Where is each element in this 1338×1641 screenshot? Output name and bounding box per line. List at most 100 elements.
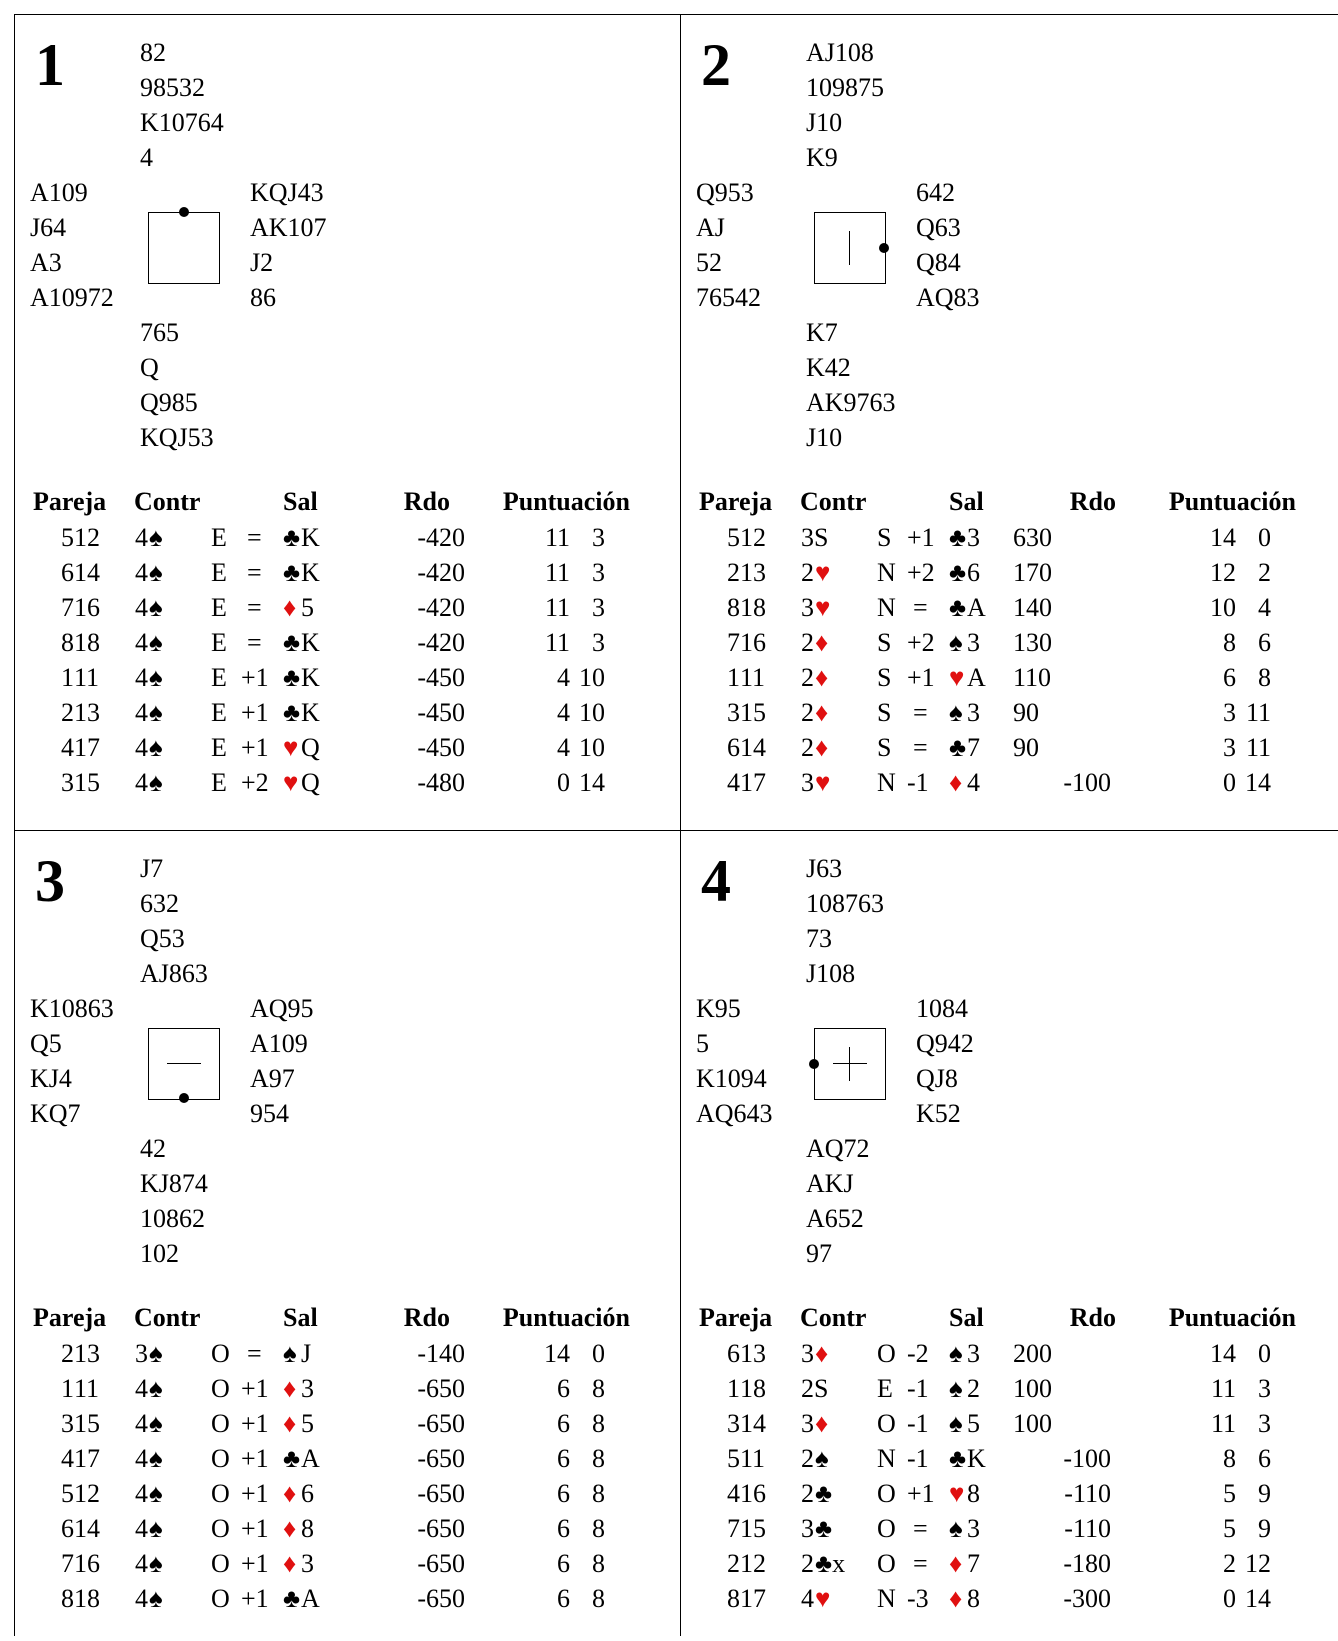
lead-suit: ♣ [949, 590, 966, 626]
north-hand: AJ108 109875 J10 K9 [806, 35, 946, 175]
score-points-1: 0 [557, 765, 570, 801]
suit-holding: K10863 [30, 991, 170, 1026]
table-row: 3 15 4 ♠ O +1 ♦ 5 -650 6 8 [15, 1406, 675, 1442]
contract-level: 4 [135, 590, 148, 626]
declarer: E [211, 590, 227, 626]
suit-holding: 4 [140, 140, 280, 175]
suit-holding: 86 [250, 280, 390, 315]
lead-card: 3 [967, 520, 980, 556]
contract-suit: ♦ [815, 1336, 828, 1372]
score-points-2: 10 [579, 695, 605, 731]
score-points-1: 0 [1223, 1581, 1236, 1617]
suit-holding: KQ7 [30, 1096, 170, 1131]
lead-card: A [967, 660, 986, 696]
declarer: N [877, 1441, 896, 1477]
table-row: 1 11 4 ♠ E +1 ♣ K -450 4 10 [15, 660, 675, 696]
header-sal: Sal [949, 484, 984, 520]
pair-number-1: 2 [61, 1336, 74, 1372]
suit-holding: AJ108 [806, 35, 946, 70]
contract-suit: ♠ [149, 730, 163, 766]
pair-number-2: 15 [74, 765, 100, 801]
lead-card: 4 [967, 765, 980, 801]
suit-holding: AKJ [806, 1166, 946, 1201]
suit-holding: QJ8 [916, 1061, 1056, 1096]
pair-number-2: 12 [740, 1546, 766, 1582]
table-row: 6 14 4 ♠ O +1 ♦ 8 -650 6 8 [15, 1511, 675, 1547]
pair-number-1: 3 [61, 1406, 74, 1442]
north-hand: 82 98532 K10764 4 [140, 35, 280, 175]
pair-number-1: 8 [727, 590, 740, 626]
lead-card: 3 [967, 1511, 980, 1547]
contract-level: 3 [801, 590, 814, 626]
suit-holding: 632 [140, 886, 280, 921]
score-points-2: 8 [592, 1511, 605, 1547]
board-3: 3 J7 632 Q53 AJ863 K10863 Q5 KJ4 KQ7 AQ95 A109 A97 9… [15, 831, 675, 1641]
score-result: -650 [417, 1371, 465, 1407]
pair-number-2: 11 [740, 660, 765, 696]
pair-number-2: 18 [740, 1371, 766, 1407]
suit-holding: 765 [140, 315, 280, 350]
header-puntuacion: Puntuación [503, 484, 630, 520]
declarer: O [877, 1476, 896, 1512]
pair-number-2: 18 [740, 590, 766, 626]
table-row: 8 18 4 ♠ E = ♣ K -420 11 3 [15, 625, 675, 661]
pair-number-1: 6 [727, 1336, 740, 1372]
suit-holding: 10862 [140, 1201, 280, 1236]
results-header: Pareja Contr Sal Rdo Puntuación [681, 484, 1338, 520]
contract-level: 2S [801, 1371, 828, 1407]
table-row: 4 17 4 ♠ O +1 ♣ A -650 6 8 [15, 1441, 675, 1477]
score-points-2: 0 [592, 1336, 605, 1372]
score-result: -420 [417, 520, 465, 556]
declarer: O [211, 1511, 230, 1547]
contract-level: 3S [801, 520, 828, 556]
result: -1 [907, 1441, 929, 1477]
result: = [247, 555, 262, 591]
contract-level: 3 [801, 1511, 814, 1547]
pair-number-1: 2 [727, 555, 740, 591]
pair-number-2: 13 [74, 1336, 100, 1372]
pair-number-1: 7 [727, 625, 740, 661]
table-row: 7 16 4 ♠ O +1 ♦ 3 -650 6 8 [15, 1546, 675, 1582]
score-points-1: 6 [557, 1511, 570, 1547]
contract-level: 4 [135, 1476, 148, 1512]
result: +2 [907, 555, 935, 591]
contract-suit: ♦ [815, 660, 828, 696]
header-rdo: Rdo [404, 484, 450, 520]
lead-card: K [301, 695, 320, 731]
south-hand: 765 Q Q985 KQJ53 [140, 315, 280, 455]
score-points-1: 8 [1223, 625, 1236, 661]
contract-suit: ♥ [815, 1581, 830, 1617]
contract-level: 4 [135, 1441, 148, 1477]
score-result: -300 [1063, 1581, 1111, 1617]
score-points-2: 8 [592, 1581, 605, 1617]
pair-number-1: 8 [61, 625, 74, 661]
declarer: O [211, 1371, 230, 1407]
suit-holding: 98532 [140, 70, 280, 105]
lead-card: 8 [967, 1476, 980, 1512]
suit-holding: 1084 [916, 991, 1056, 1026]
suit-holding: J2 [250, 245, 390, 280]
pair-number-2: 17 [74, 1441, 100, 1477]
score-points-2: 10 [579, 660, 605, 696]
lead-suit: ♠ [949, 1406, 963, 1442]
score-result: -420 [417, 625, 465, 661]
score-points-2: 0 [1258, 520, 1271, 556]
pair-number-2: 11 [74, 660, 99, 696]
score-result: -650 [417, 1476, 465, 1512]
lead-card: 3 [301, 1371, 314, 1407]
pair-number-2: 16 [74, 590, 100, 626]
declarer: O [211, 1546, 230, 1582]
header-contr: Contr [134, 1300, 200, 1336]
suit-holding: Q942 [916, 1026, 1056, 1061]
suit-holding: 42 [140, 1131, 280, 1166]
lead-suit: ♣ [283, 1581, 300, 1617]
score-points-2: 11 [1246, 730, 1271, 766]
score-points-2: 3 [592, 555, 605, 591]
header-rdo: Rdo [1070, 1300, 1116, 1336]
compass-box [148, 1028, 220, 1100]
dealer-dot [809, 1059, 819, 1069]
header-pareja: Pareja [33, 484, 106, 520]
lead-suit: ♦ [949, 1546, 962, 1582]
table-row: 4 17 3 ♥ N -1 ♦ 4 -100 0 14 [681, 765, 1338, 801]
suit-holding: KQJ53 [140, 420, 280, 455]
